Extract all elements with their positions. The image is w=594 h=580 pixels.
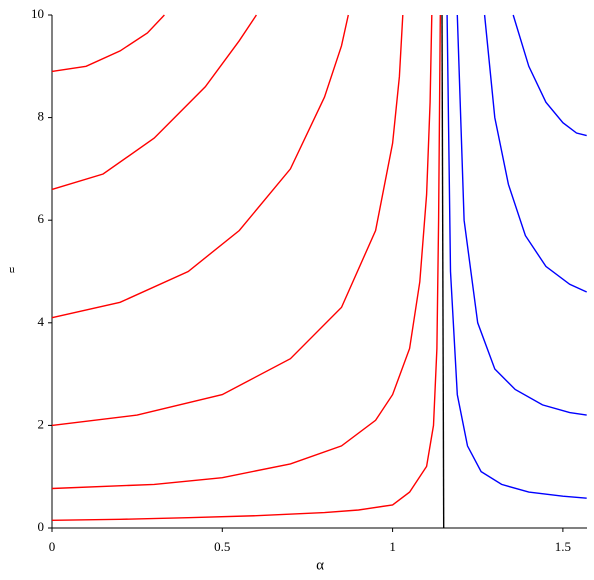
y-tick-label: 2 — [38, 416, 45, 431]
y-tick-label: 6 — [38, 211, 45, 226]
curve — [512, 14, 587, 137]
y-tick-label: 10 — [31, 6, 44, 21]
curve — [51, 14, 165, 73]
curve — [51, 14, 404, 427]
x-tick-label: 0 — [49, 539, 56, 554]
x-tick-label: 1.5 — [555, 539, 571, 554]
y-tick-label: 8 — [38, 109, 45, 124]
curve — [51, 14, 441, 521]
curve — [456, 14, 587, 416]
curve — [51, 14, 257, 191]
x-tick-label: 1 — [389, 539, 396, 554]
curve — [51, 14, 349, 319]
curve — [483, 14, 587, 293]
curve — [441, 14, 445, 529]
curve — [51, 14, 433, 490]
curve — [446, 14, 587, 499]
y-axis-label: u — [9, 264, 15, 276]
x-tick-label: 0.5 — [214, 539, 230, 554]
x-axis-label: α — [316, 557, 324, 573]
y-tick-label: 0 — [38, 519, 45, 534]
y-tick-label: 4 — [38, 314, 45, 329]
